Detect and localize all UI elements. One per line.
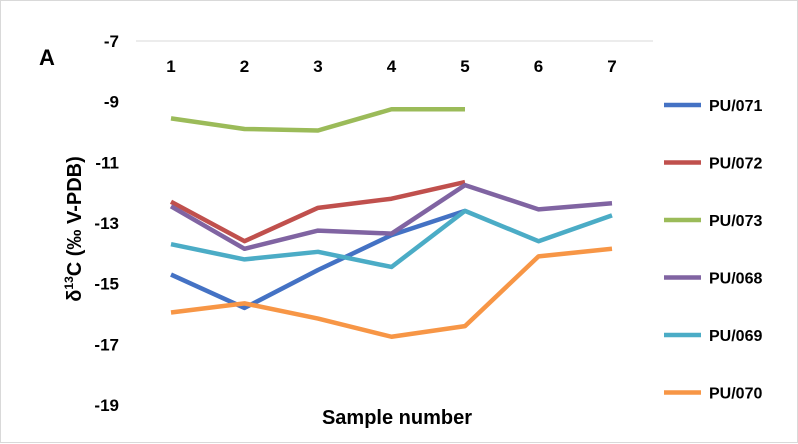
y-tick-label: -15 <box>94 275 119 294</box>
series-line-pu-070 <box>171 249 612 337</box>
x-tick-label: 7 <box>607 57 616 76</box>
x-tick-label: 2 <box>240 57 249 76</box>
legend-label: PU/073 <box>709 213 762 230</box>
x-tick-labels: 1 2 3 4 5 6 7 <box>166 57 616 76</box>
y-tick-label: -9 <box>104 93 119 112</box>
y-axis-title-text: δ13C (‰ V-PDB) <box>62 156 86 302</box>
x-tick-label: 5 <box>460 57 469 76</box>
y-tick-label: -13 <box>94 214 119 233</box>
x-tick-label: 6 <box>534 57 543 76</box>
y-axis-title: δ13C (‰ V-PDB) <box>62 156 86 302</box>
x-axis-title: Sample number <box>322 407 472 429</box>
legend-label: PU/072 <box>709 156 762 173</box>
y-tick-labels: -7 -9 -11 -13 -15 -17 -19 <box>94 32 119 415</box>
series-lines <box>171 109 612 337</box>
legend-item: PU/071 <box>664 98 762 115</box>
x-tick-label: 4 <box>387 57 397 76</box>
legend-item: PU/069 <box>664 328 762 345</box>
legend-label: PU/071 <box>709 98 762 115</box>
legend-label: PU/068 <box>709 271 762 288</box>
x-tick-label: 1 <box>166 57 175 76</box>
legend-item: PU/070 <box>664 386 762 403</box>
legend-label: PU/070 <box>709 386 762 403</box>
legend-item: PU/073 <box>664 213 762 230</box>
series-line-pu-073 <box>171 109 465 130</box>
panel-label: A <box>39 45 55 70</box>
y-tick-label: -7 <box>104 32 119 51</box>
y-tick-label: -17 <box>94 335 119 354</box>
legend: PU/071 PU/072 PU/073 PU/068 PU/069 PU/070 <box>664 98 762 403</box>
y-tick-label: -11 <box>95 153 119 172</box>
y-tick-label: -19 <box>94 396 119 415</box>
legend-item: PU/072 <box>664 156 762 173</box>
legend-item: PU/068 <box>664 271 762 288</box>
x-tick-label: 3 <box>313 57 322 76</box>
legend-label: PU/069 <box>709 328 762 345</box>
